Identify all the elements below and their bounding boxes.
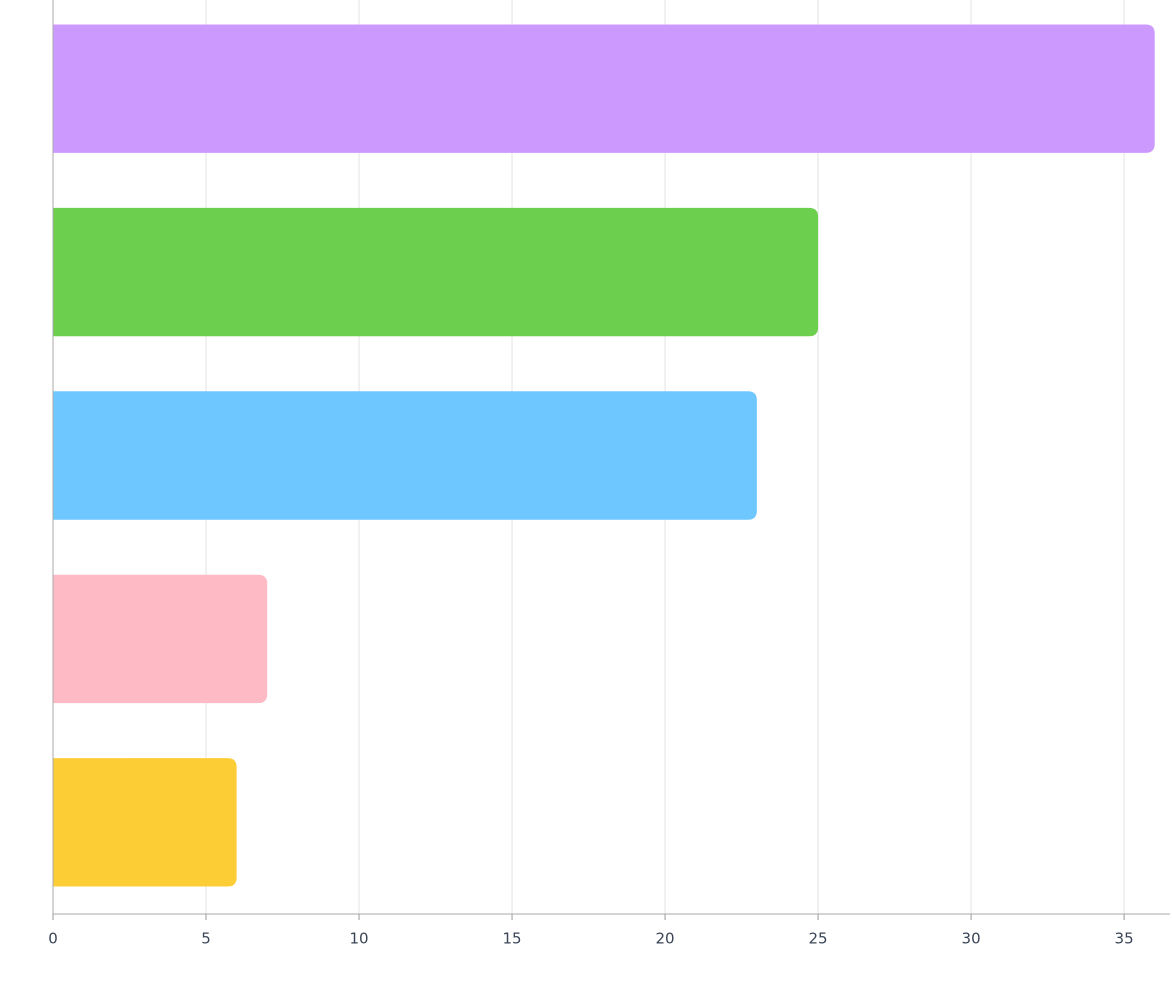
bar — [53, 574, 268, 704]
bar — [53, 24, 1155, 153]
bar — [53, 758, 237, 887]
x-tick-label: 35 — [1115, 930, 1134, 948]
bar — [53, 391, 757, 520]
x-tick-label: 20 — [656, 930, 675, 948]
x-tick-label: 5 — [201, 930, 211, 948]
x-tick-label: 15 — [502, 930, 521, 948]
x-tick-label: 10 — [349, 930, 368, 948]
x-tick-label: 25 — [809, 930, 828, 948]
bar — [53, 207, 819, 337]
x-tick-label: 30 — [962, 930, 981, 948]
x-tick-label: 0 — [48, 930, 58, 948]
